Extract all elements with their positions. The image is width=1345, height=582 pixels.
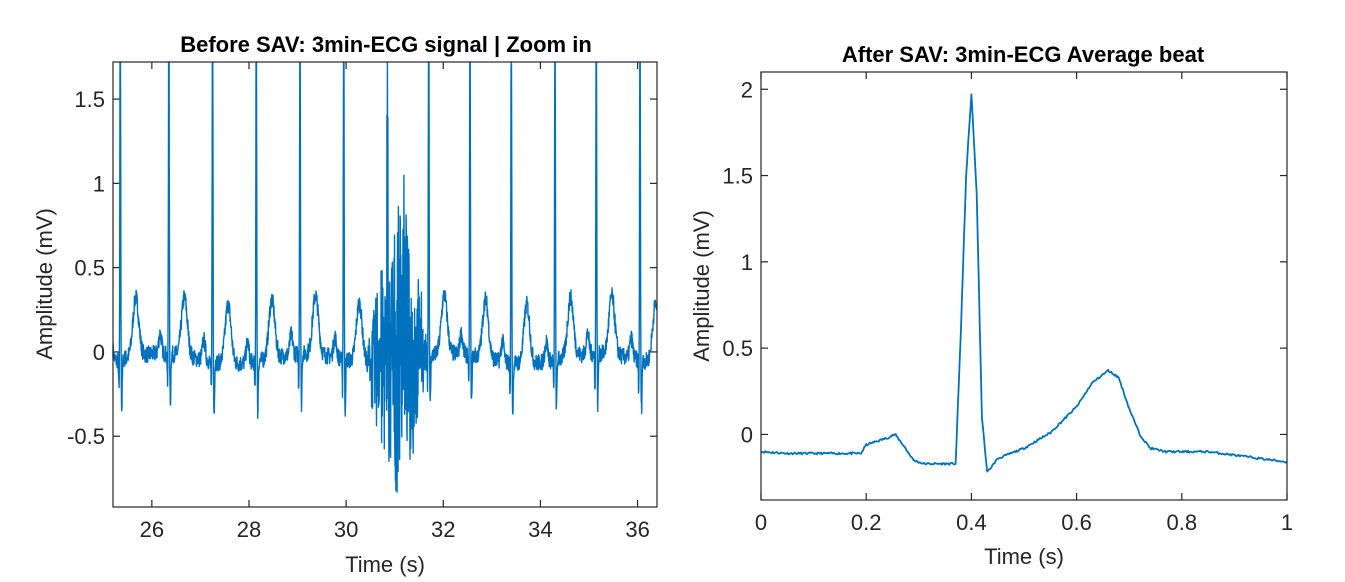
x-tick-label: 0.4 (956, 510, 987, 535)
x-tick-label: 28 (237, 517, 261, 542)
y-tick-label: 1.5 (74, 87, 105, 112)
x-axis-label: Time (s) (345, 552, 425, 577)
x-tick-label: 34 (528, 517, 552, 542)
x-tick-label: 0 (755, 510, 767, 535)
y-tick-label: 0 (93, 340, 105, 365)
x-tick-label: 30 (334, 517, 358, 542)
x-tick-label: 0.8 (1167, 510, 1198, 535)
chart-title: After SAV: 3min-ECG Average beat (842, 42, 1205, 67)
y-tick-label: 1 (93, 171, 105, 196)
y-tick-label: 0.5 (74, 256, 105, 281)
x-tick-label: 36 (625, 517, 649, 542)
tick-group: 26 28 30 32 34 36 -0.5 0 0.5 1 1.5 (67, 62, 657, 542)
x-tick-label: 32 (431, 517, 455, 542)
y-tick-label: 0.5 (722, 336, 753, 361)
plot-frame (760, 71, 1288, 501)
chart-before-sav: Before SAV: 3min-ECG signal | Zoom in 26… (32, 32, 658, 577)
x-tick-label: 0.6 (1061, 510, 1092, 535)
chart-after-sav: After SAV: 3min-ECG Average beat 0 0.2 0.4… (689, 42, 1293, 569)
y-tick-label: 2 (741, 77, 753, 102)
x-axis-label: Time (s) (984, 544, 1064, 569)
ecg-signal-line (112, 61, 658, 493)
x-tick-label: 0.2 (851, 510, 882, 535)
plot-frame (112, 61, 658, 508)
y-tick-label: 1 (741, 250, 753, 275)
x-tick-label: 1 (1281, 510, 1293, 535)
tick-group: 0 0.2 0.4 0.6 0.8 1 0 0.5 1 1.5 2 (722, 72, 1293, 535)
y-axis-label: Amplitude (mV) (689, 210, 714, 362)
chart-title: Before SAV: 3min-ECG signal | Zoom in (180, 32, 592, 57)
y-tick-label: 1.5 (722, 164, 753, 189)
average-beat-line (760, 93, 1288, 473)
x-tick-label: 26 (140, 517, 164, 542)
y-tick-label: -0.5 (67, 424, 105, 449)
y-tick-label: 0 (741, 422, 753, 447)
y-axis-label: Amplitude (mV) (32, 208, 57, 360)
